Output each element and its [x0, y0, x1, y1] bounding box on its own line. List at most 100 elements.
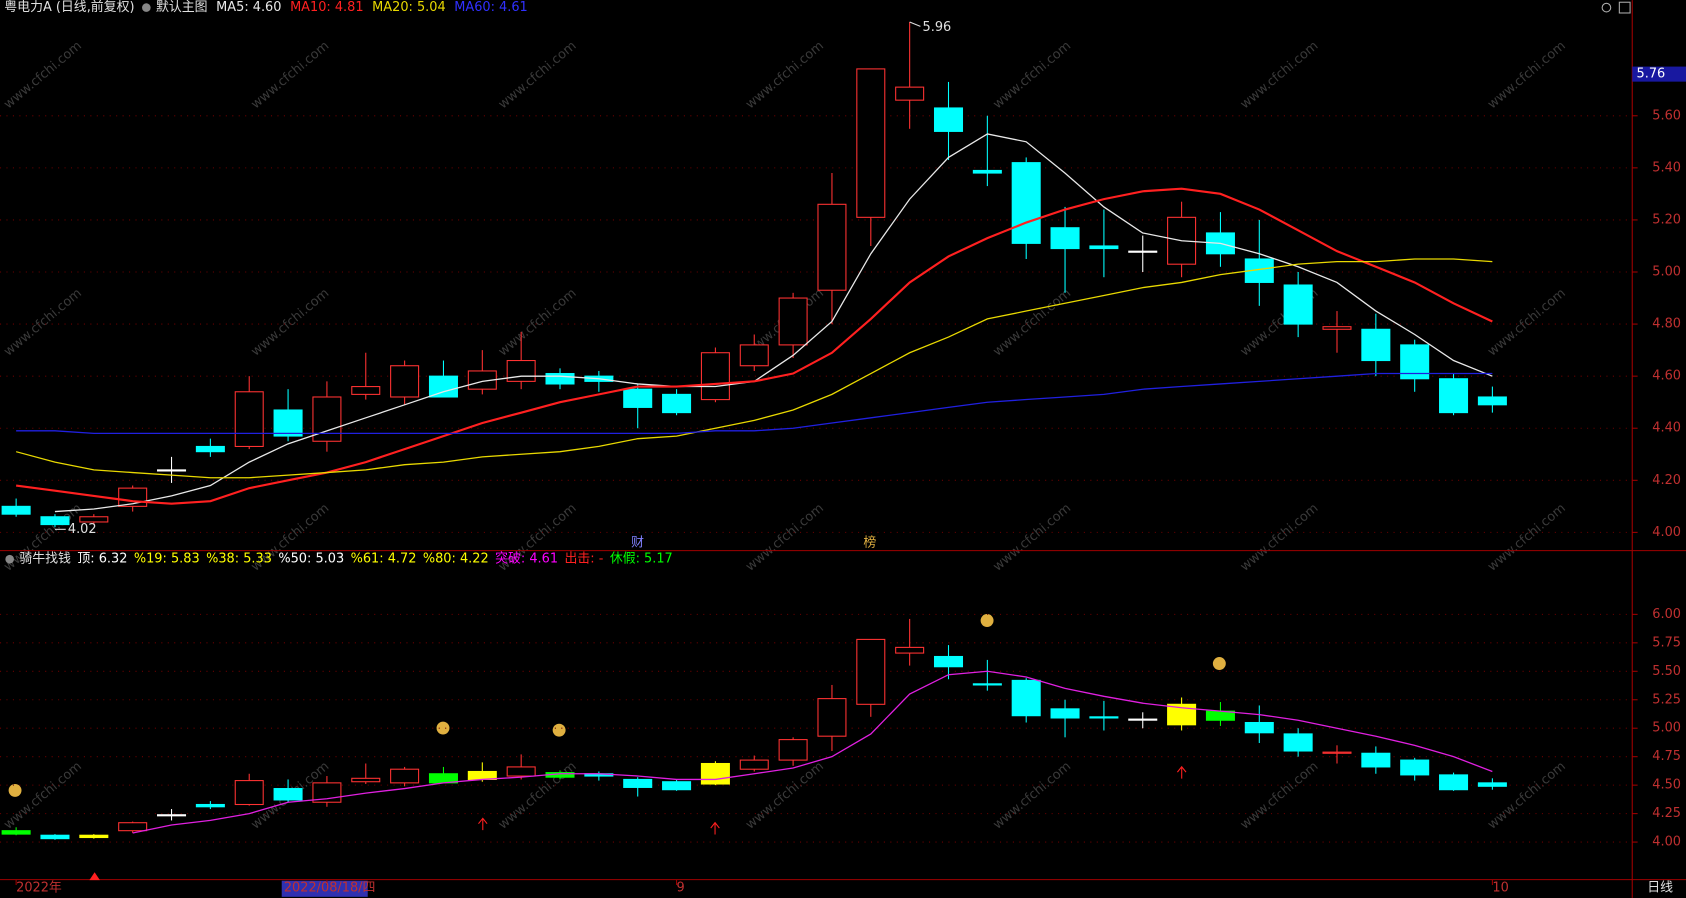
ma-line — [15, 258, 1493, 479]
annotation: 4.02 — [68, 522, 97, 537]
candle-body — [1400, 759, 1430, 776]
candle-body — [234, 780, 264, 806]
y-tick-label: 5.00 — [1652, 265, 1681, 280]
ma-line — [132, 670, 1493, 834]
header-text: %80: 4.22 — [423, 552, 489, 567]
candle-body — [700, 762, 730, 785]
candle-body — [1128, 250, 1158, 253]
candle-body — [118, 822, 148, 832]
ma-line — [16, 372, 1493, 435]
candle-body — [1244, 721, 1274, 734]
y-tick-label: 6.00 — [1652, 607, 1681, 622]
header-text: 休假: 5.17 — [610, 552, 673, 567]
icon — [1601, 2, 1612, 13]
header-text: 突破: 4.61 — [495, 551, 558, 567]
candle-body — [778, 297, 808, 346]
price-tag: 5.76 — [1637, 67, 1666, 82]
x-tick-label: 2022年 — [16, 881, 62, 896]
candle-body — [1283, 733, 1313, 752]
annotation-arrow — [909, 21, 921, 27]
candle-body — [351, 777, 381, 783]
candle-body — [1322, 751, 1352, 754]
y-tick-label: 4.20 — [1652, 473, 1681, 488]
header-text: 骑牛找钱 — [19, 552, 71, 567]
candle-body — [1, 830, 31, 835]
signal-arrows — [89, 765, 1187, 881]
candle-body — [1011, 679, 1041, 717]
money-icon — [1212, 657, 1226, 670]
candle-body — [1283, 284, 1313, 325]
candle-body — [40, 516, 70, 526]
event-marker: 榜 — [863, 535, 876, 551]
money-icon — [980, 614, 994, 627]
candle-body — [1089, 245, 1119, 250]
candle-body — [623, 778, 653, 788]
candle-body — [506, 359, 536, 382]
event-marker: 财 — [631, 536, 644, 551]
header-text: %38: 5.33 — [206, 552, 272, 567]
candle-body — [1361, 328, 1391, 362]
y-tick-label: 4.60 — [1652, 369, 1681, 384]
header-text: MA60: 4.61 — [454, 0, 528, 15]
x-tick-label: 9 — [677, 881, 685, 896]
candle-body — [895, 86, 925, 101]
header-text: MA10: 4.81 — [290, 0, 364, 15]
candle-body — [273, 409, 303, 437]
header-text: 顶: 6.32 — [77, 552, 127, 567]
money-icon — [436, 721, 450, 735]
candle-body — [856, 68, 886, 218]
candle-body — [1167, 703, 1197, 726]
candle-body — [157, 814, 187, 817]
candle-body — [778, 739, 808, 761]
candle-body — [1477, 782, 1507, 787]
arrow — [89, 872, 100, 881]
ma-line — [15, 187, 1493, 505]
candle-body — [1322, 326, 1352, 330]
candle-body — [817, 698, 847, 737]
candle-body — [972, 169, 1002, 174]
header-text: MA20: 5.04 — [372, 0, 446, 15]
candle-body — [428, 375, 458, 398]
price-tag-bg — [1632, 66, 1686, 82]
ma-line — [54, 133, 1493, 513]
candle-body — [1439, 774, 1469, 791]
arrow — [710, 821, 720, 835]
y-tick-label: 5.20 — [1652, 212, 1681, 227]
y-tick-label: 4.00 — [1652, 525, 1681, 540]
candle-body — [623, 388, 653, 408]
x-tick-label: 10 — [1492, 881, 1508, 896]
candle-body — [506, 766, 536, 777]
header-icon — [142, 3, 151, 12]
y-tick-label: 4.40 — [1652, 421, 1681, 436]
candle-body — [700, 352, 730, 401]
candle-body — [1011, 162, 1041, 244]
y-tick-label: 4.25 — [1652, 806, 1681, 821]
y-tick-label: 4.50 — [1652, 778, 1681, 793]
header-text: MA5: 4.60 — [216, 0, 281, 15]
candle-body — [195, 803, 225, 808]
candle-body — [351, 386, 381, 395]
candle-body — [1050, 227, 1080, 250]
period-label: 日线 — [1647, 881, 1673, 896]
candle-body — [40, 834, 70, 840]
candle-body — [1089, 716, 1119, 719]
y-tick-label: 5.00 — [1652, 721, 1681, 736]
candle-body — [390, 365, 420, 398]
header-text: %61: 4.72 — [351, 552, 417, 567]
candle-body — [545, 373, 575, 385]
candle-body — [662, 781, 692, 791]
y-tick-label: 4.80 — [1652, 317, 1681, 332]
header-icon — [5, 554, 14, 564]
header-text: 默认主图 — [156, 0, 208, 15]
money-icon — [552, 723, 566, 737]
candle-body — [79, 516, 109, 523]
candle-body — [195, 445, 225, 453]
candle-body — [972, 683, 1002, 686]
header-text: 出击: - — [564, 552, 603, 567]
candle-body — [933, 655, 964, 668]
icon — [1618, 1, 1631, 14]
y-tick-label: 5.40 — [1652, 160, 1681, 175]
